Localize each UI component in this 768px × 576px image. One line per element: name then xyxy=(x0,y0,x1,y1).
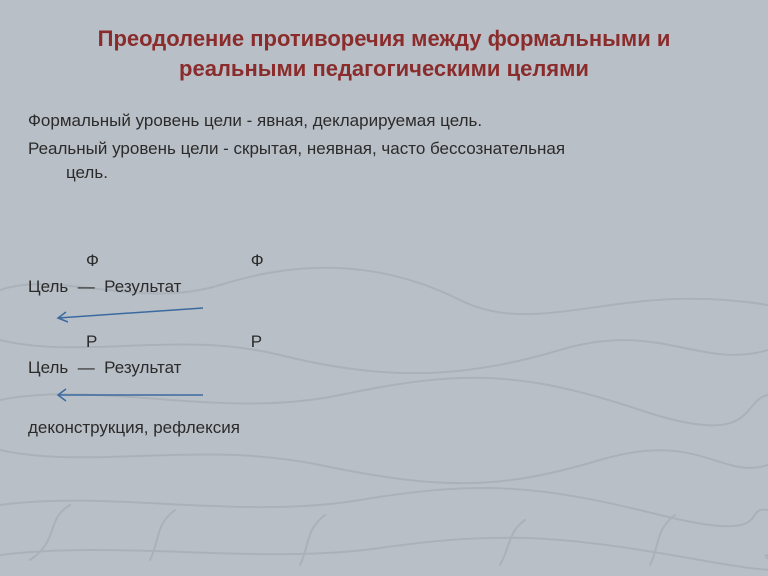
arrow-left-icon xyxy=(48,302,208,324)
formula-goal-2: Цель xyxy=(28,358,68,377)
label-r-1: Р xyxy=(86,330,246,354)
formula-line-1: Цель — Результат xyxy=(28,275,740,299)
formula-result-1: Результат xyxy=(104,277,181,296)
formula-dash-2: — xyxy=(78,358,95,377)
labels-row-r: Р Р xyxy=(28,330,740,354)
slide-title: Преодоление противоречия между формальны… xyxy=(38,24,730,83)
formula-result-2: Результат xyxy=(104,358,181,377)
slide: Преодоление противоречия между формальны… xyxy=(0,0,768,576)
footer-text: деконструкция, рефлексия xyxy=(28,416,740,440)
paragraph-formal: Формальный уровень цели - явная, деклари… xyxy=(28,109,740,133)
label-r-2: Р xyxy=(251,332,262,351)
formula-goal-1: Цель xyxy=(28,277,68,296)
arrow-1 xyxy=(28,302,740,328)
labels-row-f: Ф Ф xyxy=(28,249,740,273)
slide-body: Формальный уровень цели - явная, деклари… xyxy=(28,109,740,439)
arrow-2 xyxy=(28,384,740,410)
paragraph-real: Реальный уровень цели - скрытая, неявная… xyxy=(28,137,740,185)
formula-line-2: Цель — Результат xyxy=(28,356,740,380)
paragraph-real-line1: Реальный уровень цели - скрытая, неявная… xyxy=(28,139,565,158)
label-f-2: Ф xyxy=(251,251,264,270)
label-f-1: Ф xyxy=(86,249,246,273)
paragraph-real-line2: цель. xyxy=(28,161,740,185)
formula-dash-1: — xyxy=(78,277,95,296)
arrow-left-icon xyxy=(48,384,208,406)
